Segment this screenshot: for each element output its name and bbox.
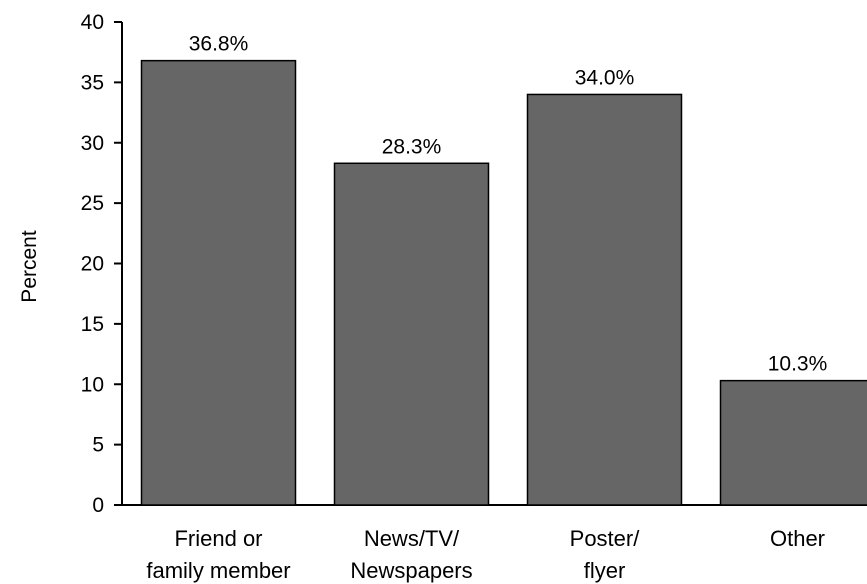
y-axis-title: Percent bbox=[18, 230, 41, 303]
bar bbox=[140, 59, 297, 506]
x-tick-label: Friend or bbox=[174, 526, 262, 551]
y-tick-label: 30 bbox=[81, 132, 104, 155]
category-labels: Friend or family member News/TV/Newspapers… bbox=[146, 526, 825, 583]
x-tick-label: Poster/ bbox=[570, 526, 641, 551]
data-label: 36.8% bbox=[189, 33, 249, 56]
y-tick-label: 10 bbox=[81, 373, 104, 396]
y-tick-label: 5 bbox=[92, 434, 104, 457]
x-tick-label: family member bbox=[146, 558, 290, 583]
y-axis: 0 5 10 15 20 25 30 35 40 bbox=[81, 11, 123, 517]
data-label: 10.3% bbox=[768, 353, 828, 376]
bars bbox=[140, 59, 867, 506]
y-tick-label: 35 bbox=[81, 71, 104, 94]
y-tick-label: 15 bbox=[81, 313, 104, 336]
y-tick-label: 20 bbox=[81, 253, 104, 276]
data-labels: 36.8% 28.3% 34.0% 10.3% bbox=[189, 33, 828, 376]
y-tick-label: 0 bbox=[92, 494, 104, 517]
bar bbox=[333, 162, 490, 506]
data-label: 28.3% bbox=[382, 135, 442, 158]
x-tick-label: flyer bbox=[584, 558, 626, 583]
data-label: 34.0% bbox=[575, 66, 635, 89]
bar bbox=[526, 93, 683, 506]
x-tick-label: Other bbox=[770, 526, 825, 551]
y-tick-label: 40 bbox=[81, 11, 104, 34]
x-tick-label: News/TV/ bbox=[364, 526, 460, 551]
y-tick-label: 25 bbox=[81, 192, 104, 215]
bar bbox=[719, 379, 867, 506]
x-tick-label: Newspapers bbox=[350, 558, 472, 583]
